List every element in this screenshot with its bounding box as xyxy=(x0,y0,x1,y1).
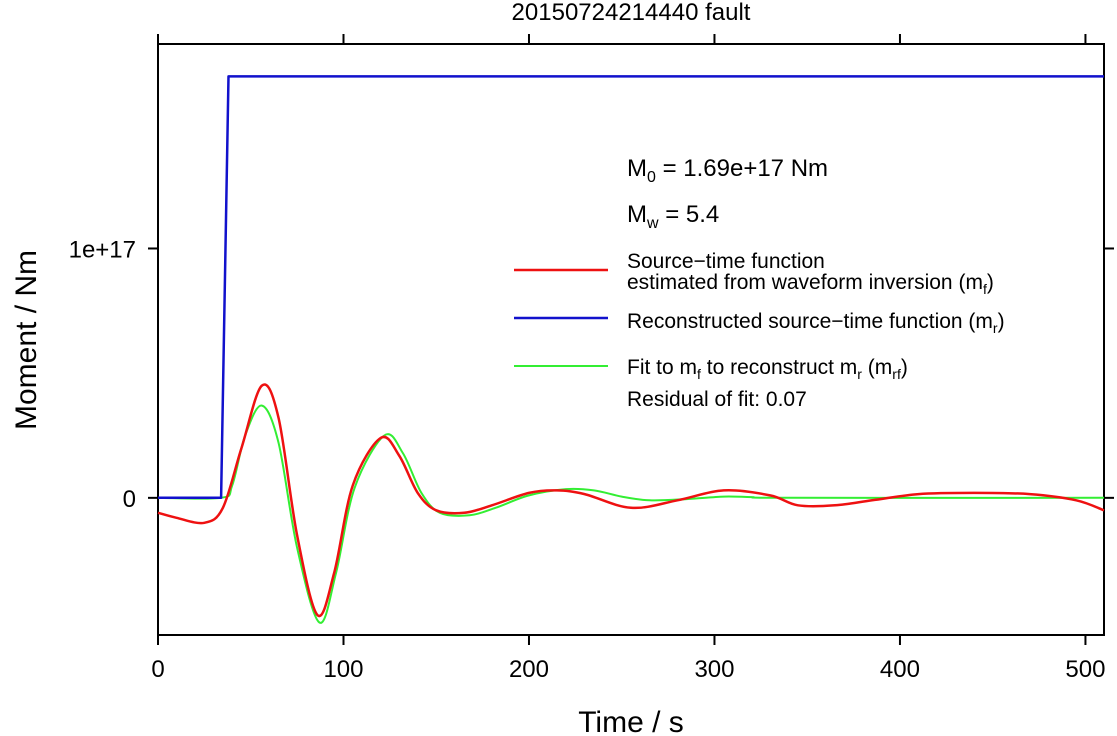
x-tick-label: 100 xyxy=(323,656,363,683)
x-tick-label: 200 xyxy=(509,656,549,683)
series-layer xyxy=(157,75,1105,624)
axis-ticks: 0 100 200 300 400 500 0 1e+17 xyxy=(69,34,1114,683)
legend-mf-post: ) xyxy=(987,271,994,294)
m0-annotation: M0 = 1.69e+17 Nm xyxy=(627,155,828,186)
legend-mr-post: ) xyxy=(998,310,1005,333)
legend-mrf-sub3: rf xyxy=(892,366,901,382)
legend-mrf-pre: Fit to m xyxy=(627,356,697,379)
mw-base: M xyxy=(627,201,647,228)
legend-label-mf-line2: estimated from waveform inversion (mf) xyxy=(627,271,994,297)
legend-mr-pre: Reconstructed source−time function (m xyxy=(627,310,993,333)
legend-mr-sub: r xyxy=(993,320,998,336)
legend-mrf-mid: to reconstruct m xyxy=(701,356,857,379)
m0-value: = 1.69e+17 Nm xyxy=(656,155,828,182)
x-tick-label: 400 xyxy=(880,656,920,683)
mw-value: = 5.4 xyxy=(659,201,720,228)
y-tick-label: 0 xyxy=(123,486,136,513)
legend-label-mf-line1: Source−time function xyxy=(627,250,825,273)
legend-mf-pre: estimated from waveform inversion (m xyxy=(627,271,983,294)
series-line-mrf xyxy=(157,404,1105,624)
legend-mrf-sub: f xyxy=(697,366,701,382)
legend-mrf-post: ) xyxy=(901,356,908,379)
chart-title: 20150724214440 fault xyxy=(512,0,751,26)
series-line-mf xyxy=(157,383,1105,618)
m0-base: M xyxy=(627,155,647,182)
m0-sub: 0 xyxy=(647,169,656,186)
y-axis-title: Moment / Nm xyxy=(10,250,43,430)
legend-label-mrf: Fit to mf to reconstruct mr (mrf) xyxy=(627,356,908,382)
series-line-mr xyxy=(158,75,1104,500)
plot-frame xyxy=(157,43,1105,636)
x-tick-label: 500 xyxy=(1065,656,1105,683)
legend: Source−time function estimated from wave… xyxy=(514,250,1005,411)
x-axis-title: Time / s xyxy=(578,706,684,736)
legend-mf-sub: f xyxy=(983,281,987,297)
mw-annotation: Mw = 5.4 xyxy=(627,201,719,232)
x-tick-label: 0 xyxy=(151,656,164,683)
residual-annotation: Residual of fit: 0.07 xyxy=(627,388,807,411)
legend-mrf-mid2: (m xyxy=(862,356,892,379)
x-tick-label: 300 xyxy=(694,656,734,683)
mw-sub: w xyxy=(646,215,659,232)
legend-mrf-sub2: r xyxy=(857,366,862,382)
legend-label-mr: Reconstructed source−time function (mr) xyxy=(627,310,1005,336)
y-tick-label: 1e+17 xyxy=(69,236,136,263)
